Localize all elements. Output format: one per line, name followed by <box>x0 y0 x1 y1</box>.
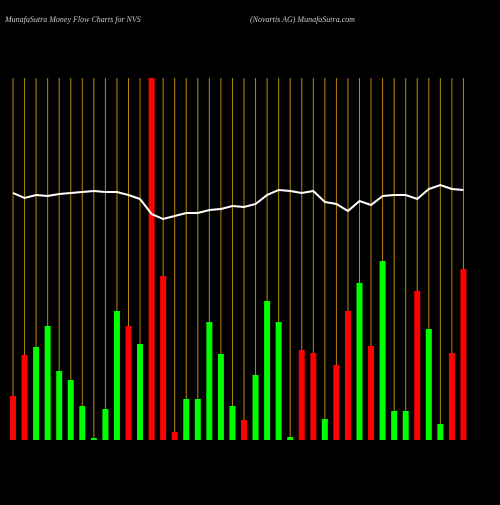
bar <box>229 406 236 440</box>
bar <box>113 311 120 440</box>
bar <box>368 346 375 440</box>
bar <box>79 406 86 440</box>
bar <box>10 396 16 440</box>
flow-line <box>12 183 464 221</box>
bar <box>310 353 317 440</box>
bar <box>425 329 432 440</box>
bar <box>171 432 178 440</box>
chart-title: MunafaSutra Money Flow Charts for NVS <box>4 15 141 24</box>
bar <box>379 261 386 440</box>
bar <box>264 301 271 440</box>
bar <box>414 291 421 440</box>
bar <box>125 326 132 440</box>
bar <box>56 371 63 440</box>
bar <box>275 322 282 440</box>
bar <box>67 380 74 440</box>
bar <box>217 354 224 440</box>
bar <box>241 420 247 440</box>
bar <box>321 419 328 440</box>
bar <box>160 276 167 440</box>
bar <box>287 437 294 440</box>
bar <box>44 326 51 440</box>
bar <box>102 409 109 440</box>
bar <box>344 311 351 440</box>
bar <box>148 78 155 440</box>
bar <box>183 399 190 440</box>
bar <box>333 365 340 440</box>
bar <box>437 424 444 440</box>
bar <box>391 411 398 440</box>
bar <box>356 283 363 440</box>
bar <box>90 438 97 440</box>
bar <box>448 353 455 440</box>
bar <box>33 347 40 440</box>
bar <box>137 344 144 440</box>
bar <box>252 375 259 440</box>
bar <box>298 350 305 440</box>
bar <box>460 269 467 440</box>
bar <box>194 399 201 440</box>
bar <box>402 411 409 440</box>
chart-subtitle: (Novartis AG) MunafaSutra.com <box>250 15 355 24</box>
bar <box>206 322 213 440</box>
bar <box>21 355 28 440</box>
